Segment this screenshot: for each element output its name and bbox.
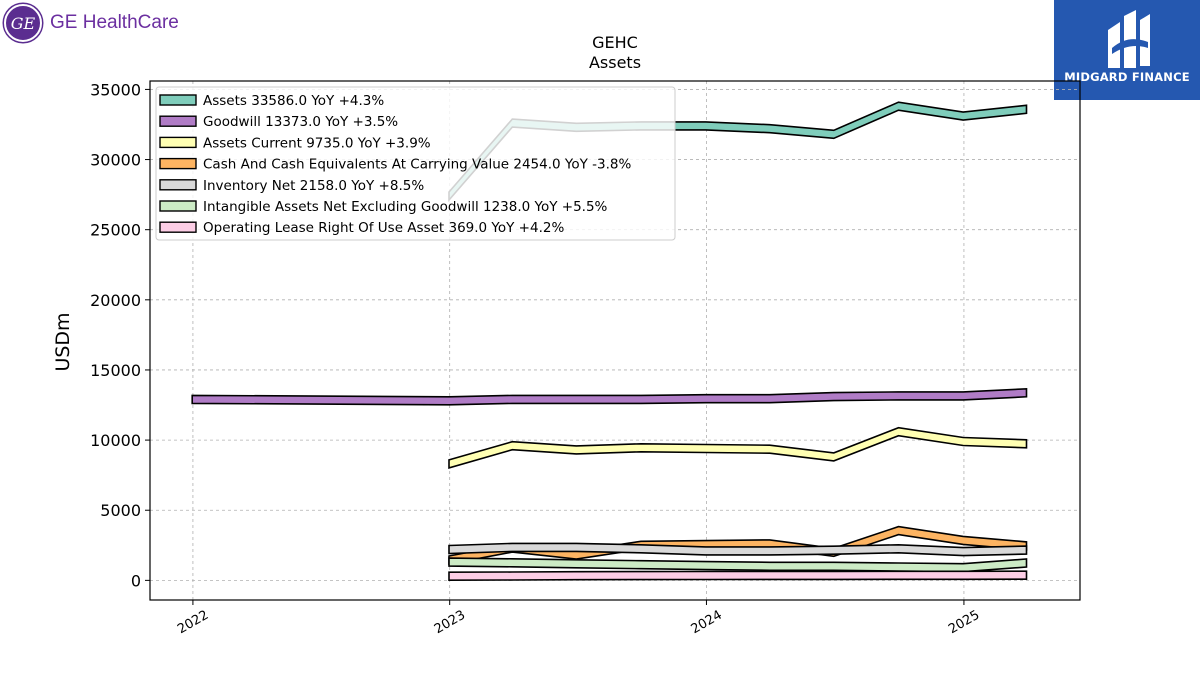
ge-monogram-icon: GE <box>4 4 42 42</box>
x-tick-label: 2023 <box>432 608 468 638</box>
series-band-operating-lease-right-of-use-asset <box>448 570 1028 582</box>
y-tick-label: 30000 <box>90 151 141 170</box>
plot-frame <box>149 80 1081 601</box>
series-band-assets-current <box>448 426 1028 469</box>
legend-swatch <box>159 115 197 127</box>
y-tick-label: 15000 <box>90 361 141 380</box>
midgard-finance-logo: MIDGARD FINANCE <box>1054 0 1200 100</box>
y-axis-label: USDm <box>52 312 74 371</box>
legend-swatch <box>159 157 197 170</box>
y-tick-label: 25000 <box>90 221 141 240</box>
legend-entry: Assets Current 9735.0 YoY +3.9% <box>203 135 431 151</box>
chart-subtitle: Assets <box>589 53 641 72</box>
legend-entry: Cash And Cash Equivalents At Carrying Va… <box>203 157 631 173</box>
y-tick-label: 20000 <box>90 291 141 310</box>
series-band-inventory-net <box>448 542 1028 557</box>
y-tick-label: 5000 <box>100 501 141 520</box>
legend-entry: Assets 33586.0 YoY +4.3% <box>203 93 384 109</box>
midgard-finance-wordmark: MIDGARD FINANCE <box>1064 70 1190 84</box>
legend-entry: Operating Lease Right Of Use Asset 369.0… <box>203 220 564 236</box>
x-tick-label: 2025 <box>946 608 982 638</box>
legend-entry: Intangible Assets Net Excluding Goodwill… <box>203 199 608 215</box>
legend-swatch <box>159 179 197 191</box>
series-band-intangible-assets-net-excluding-goodwill <box>448 557 1028 573</box>
y-tick-label: 35000 <box>90 80 141 99</box>
midgard-finance-mark-icon <box>1108 10 1150 68</box>
legend-swatch <box>159 200 197 212</box>
y-tick-label: 10000 <box>90 431 141 450</box>
x-tick-label: 2024 <box>689 608 725 638</box>
legend: Assets 33586.0 YoY +4.3% Goodwill 13373.0… <box>155 86 676 241</box>
legend-box <box>155 86 676 241</box>
ge-healthcare-logo: GE GE HealthCare <box>4 4 179 42</box>
legend-swatch <box>159 136 197 149</box>
x-tick-label: 2022 <box>175 608 211 638</box>
ge-healthcare-wordmark: GE HealthCare <box>50 12 179 33</box>
legend-swatch <box>159 94 197 106</box>
legend-entry: Inventory Net 2158.0 YoY +8.5% <box>203 178 424 194</box>
series-band-goodwill <box>191 387 1028 406</box>
legend-swatch <box>159 221 197 233</box>
legend-entry: Goodwill 13373.0 YoY +3.5% <box>203 114 398 130</box>
y-tick-label: 0 <box>131 571 141 590</box>
chart-title: GEHC <box>592 33 638 52</box>
